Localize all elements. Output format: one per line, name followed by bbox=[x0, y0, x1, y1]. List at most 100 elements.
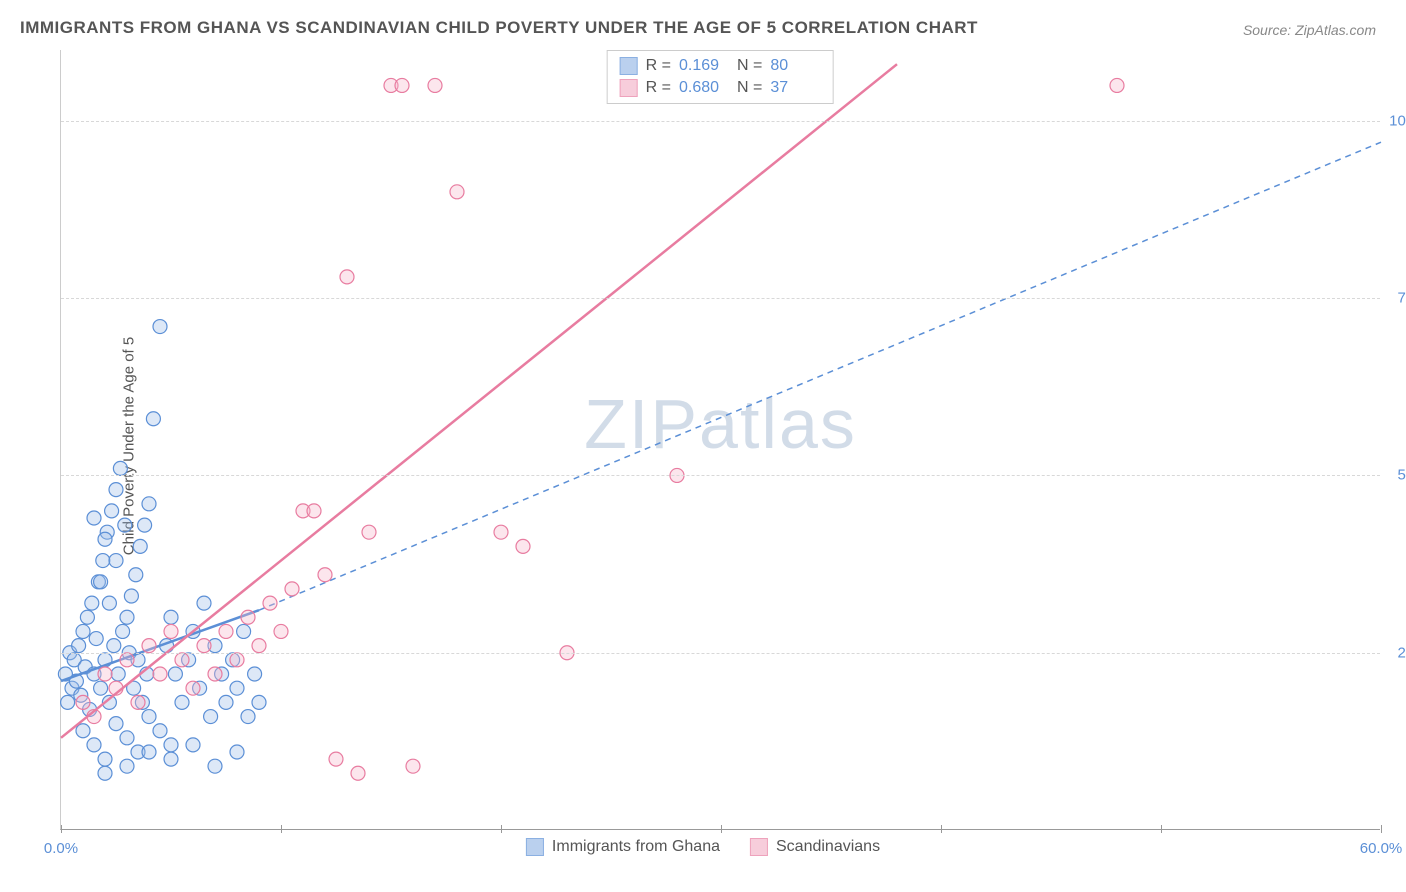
data-point bbox=[274, 624, 288, 638]
plot-region: ZIPatlas 25.0%50.0%75.0%100.0%0.0%60.0% bbox=[60, 50, 1380, 830]
data-point bbox=[1110, 78, 1124, 92]
data-point bbox=[87, 738, 101, 752]
legend-swatch bbox=[620, 79, 638, 97]
data-point bbox=[105, 504, 119, 518]
data-point bbox=[248, 667, 262, 681]
data-point bbox=[219, 695, 233, 709]
data-point bbox=[428, 78, 442, 92]
chart-area: ZIPatlas 25.0%50.0%75.0%100.0%0.0%60.0% … bbox=[60, 50, 1380, 830]
data-point bbox=[76, 624, 90, 638]
data-point bbox=[175, 695, 189, 709]
x-tick bbox=[721, 825, 722, 833]
data-point bbox=[186, 681, 200, 695]
legend-n-value: 37 bbox=[770, 79, 820, 97]
y-tick-label: 75.0% bbox=[1397, 290, 1406, 307]
data-point bbox=[98, 532, 112, 546]
data-point bbox=[72, 639, 86, 653]
data-point bbox=[120, 610, 134, 624]
data-point bbox=[94, 575, 108, 589]
data-point bbox=[98, 752, 112, 766]
data-point bbox=[186, 738, 200, 752]
chart-title: IMMIGRANTS FROM GHANA VS SCANDINAVIAN CH… bbox=[20, 18, 978, 38]
gridline bbox=[61, 475, 1380, 476]
data-point bbox=[146, 412, 160, 426]
data-point bbox=[252, 639, 266, 653]
data-point bbox=[131, 695, 145, 709]
data-point bbox=[230, 745, 244, 759]
legend-r-label: R = bbox=[646, 57, 671, 75]
data-point bbox=[285, 582, 299, 596]
data-point bbox=[318, 568, 332, 582]
data-point bbox=[96, 554, 110, 568]
data-point bbox=[197, 639, 211, 653]
data-point bbox=[61, 695, 75, 709]
data-point bbox=[142, 745, 156, 759]
data-point bbox=[102, 596, 116, 610]
data-point bbox=[230, 653, 244, 667]
gridline bbox=[61, 121, 1380, 122]
data-point bbox=[237, 624, 251, 638]
legend-r-label: R = bbox=[646, 79, 671, 97]
x-tick bbox=[281, 825, 282, 833]
data-point bbox=[362, 525, 376, 539]
data-point bbox=[153, 724, 167, 738]
gridline bbox=[61, 653, 1380, 654]
data-point bbox=[153, 320, 167, 334]
data-point bbox=[129, 568, 143, 582]
data-point bbox=[109, 717, 123, 731]
data-point bbox=[120, 653, 134, 667]
legend-r-value: 0.680 bbox=[679, 79, 729, 97]
trend-line-extrapolated bbox=[259, 142, 1381, 610]
data-point bbox=[329, 752, 343, 766]
data-point bbox=[406, 759, 420, 773]
data-point bbox=[252, 695, 266, 709]
legend-swatch bbox=[620, 57, 638, 75]
data-point bbox=[307, 504, 321, 518]
series-legend: Immigrants from Ghana Scandinavians bbox=[526, 838, 880, 856]
legend-swatch bbox=[526, 838, 544, 856]
data-point bbox=[219, 624, 233, 638]
data-point bbox=[241, 710, 255, 724]
data-point bbox=[142, 639, 156, 653]
data-point bbox=[118, 518, 132, 532]
data-point bbox=[87, 511, 101, 525]
data-point bbox=[340, 270, 354, 284]
data-point bbox=[98, 766, 112, 780]
data-point bbox=[76, 724, 90, 738]
legend-series-label: Scandinavians bbox=[776, 838, 880, 856]
data-point bbox=[175, 653, 189, 667]
data-point bbox=[116, 624, 130, 638]
legend-n-value: 80 bbox=[770, 57, 820, 75]
data-point bbox=[142, 710, 156, 724]
data-point bbox=[208, 759, 222, 773]
x-tick bbox=[941, 825, 942, 833]
data-point bbox=[263, 596, 277, 610]
data-point bbox=[351, 766, 365, 780]
scatter-svg bbox=[61, 50, 1381, 830]
data-point bbox=[494, 525, 508, 539]
data-point bbox=[85, 596, 99, 610]
data-point bbox=[450, 185, 464, 199]
data-point bbox=[153, 667, 167, 681]
legend-row: R =0.169N =80 bbox=[620, 55, 821, 77]
legend-item: Immigrants from Ghana bbox=[526, 838, 720, 856]
y-tick-label: 50.0% bbox=[1397, 467, 1406, 484]
data-point bbox=[164, 738, 178, 752]
legend-series-label: Immigrants from Ghana bbox=[552, 838, 720, 856]
data-point bbox=[98, 667, 112, 681]
x-tick-label: 0.0% bbox=[44, 840, 78, 857]
data-point bbox=[89, 632, 103, 646]
data-point bbox=[164, 752, 178, 766]
data-point bbox=[133, 539, 147, 553]
data-point bbox=[109, 483, 123, 497]
data-point bbox=[197, 596, 211, 610]
legend-n-label: N = bbox=[737, 79, 762, 97]
x-tick bbox=[61, 825, 62, 833]
x-tick-label: 60.0% bbox=[1360, 840, 1403, 857]
legend-n-label: N = bbox=[737, 57, 762, 75]
y-tick-label: 100.0% bbox=[1389, 112, 1406, 129]
data-point bbox=[113, 461, 127, 475]
data-point bbox=[80, 610, 94, 624]
x-tick bbox=[1381, 825, 1382, 833]
data-point bbox=[76, 695, 90, 709]
